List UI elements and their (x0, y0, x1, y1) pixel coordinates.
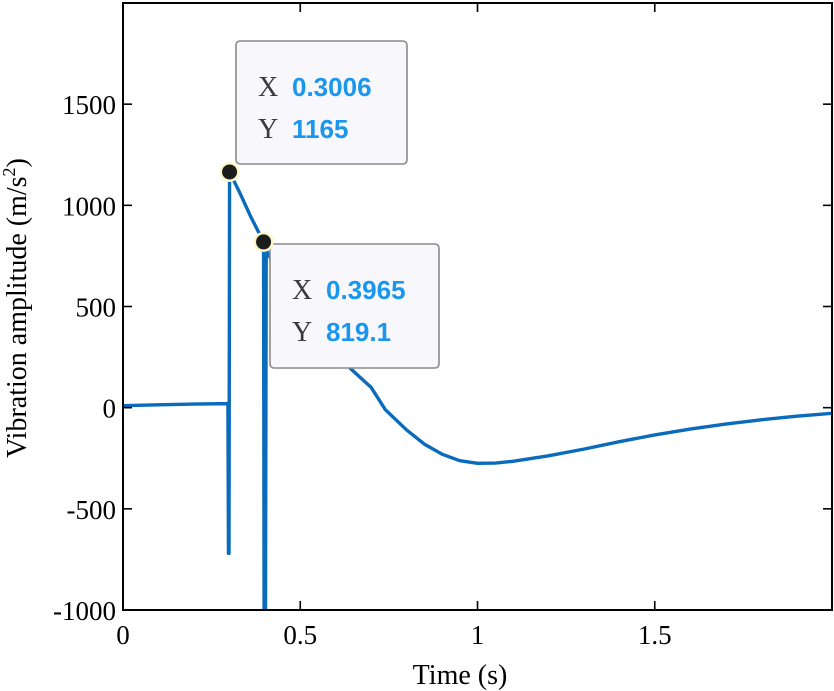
x-tick-label: 1.5 (638, 620, 672, 650)
datatip-key: Y (258, 114, 278, 145)
x-tick-label: 0.5 (283, 620, 317, 650)
axes: 0 0.5 1 1.5 -1000 -500 0 500 1000 1500 (53, 2, 833, 650)
x-tick-label: 0 (116, 620, 130, 650)
y-tick-label: -1000 (53, 596, 116, 626)
datatip-marker (256, 234, 272, 250)
y-tick-label: 1000 (62, 191, 116, 221)
series-line-0 (123, 170, 832, 610)
datatip-1[interactable]: X 0.3006 Y 1165 (219, 40, 408, 182)
y-axis-title-main: Vibration amplitude (m/s (2, 176, 33, 457)
datatip-box (235, 40, 408, 165)
datatip-marker (222, 164, 238, 180)
x-tick-label: 1 (471, 620, 485, 650)
y-tick-label: 1500 (62, 90, 116, 120)
datatip-value: 0.3006 (292, 72, 372, 102)
datatip-value: 1165 (292, 114, 348, 144)
datatip-box (269, 243, 440, 369)
y-axis-title: Vibration amplitude (m/s2) (0, 158, 33, 458)
datatip-value: 0.3965 (326, 275, 406, 305)
datatip-key: X (258, 72, 278, 103)
datatip-key: Y (292, 317, 312, 348)
y-tick-label: -500 (67, 495, 117, 525)
datatip-2[interactable]: X 0.3965 Y 819.1 (253, 231, 440, 369)
y-axis-title-close: ) (2, 158, 33, 167)
y-tick-label: 500 (76, 293, 117, 323)
datatips: X 0.3006 Y 1165 X 0.3965 Y 819.1 (219, 40, 440, 369)
datatip-value: 819.1 (326, 317, 391, 347)
x-axis-title: Time (s) (413, 660, 508, 691)
plot-content (123, 170, 832, 610)
y-tick-label: 0 (103, 394, 117, 424)
datatip-key: X (292, 275, 312, 306)
y-axis-title-superscript: 2 (0, 167, 19, 176)
